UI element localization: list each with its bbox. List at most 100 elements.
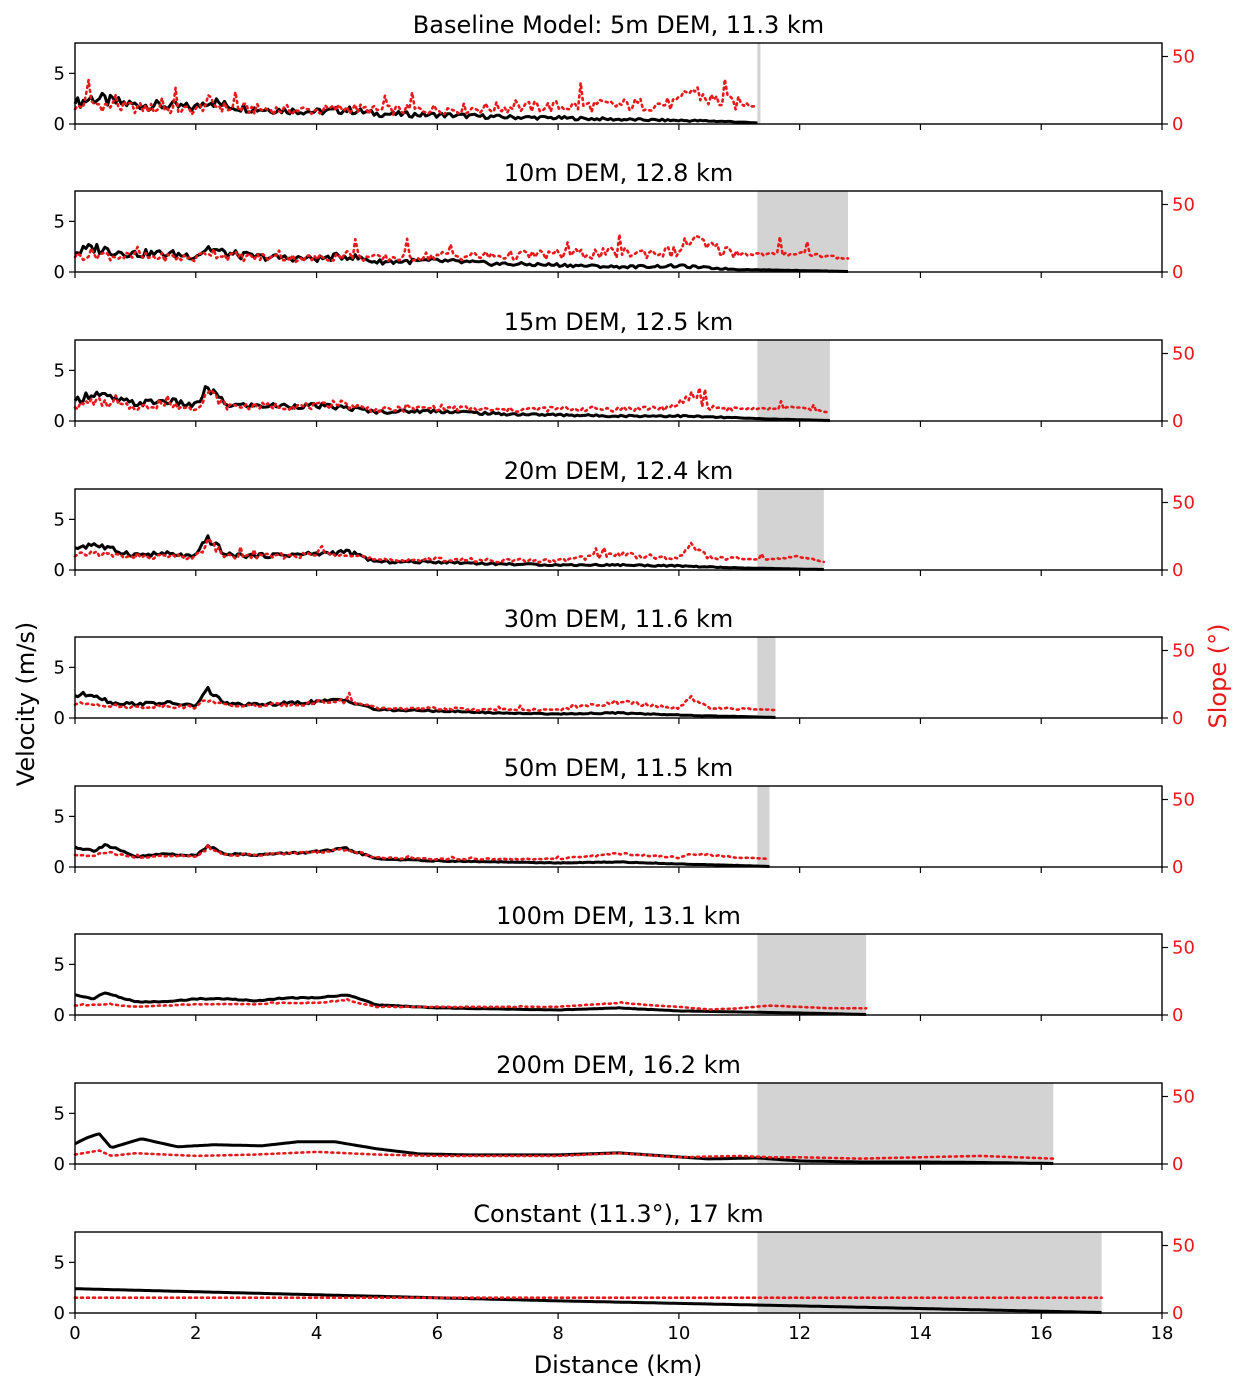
axes-frame [74,488,1163,571]
velocity-series-line [74,1132,1054,1165]
y-tick-label-right: 50 [1172,790,1195,811]
y-tick-label-right: 50 [1172,195,1195,216]
y-tick-label-left: 5 [54,63,65,84]
y-tick-label-right: 50 [1172,641,1195,662]
y-tick-label-right: 50 [1172,493,1195,514]
panel-title: 10m DEM, 12.8 km [504,159,734,187]
x-tick-label: 10 [667,1323,690,1344]
runout-shade [757,43,761,124]
axes-frame [74,1231,1163,1314]
panel-title: 15m DEM, 12.5 km [504,308,734,336]
y-tick-label-left: 0 [54,857,65,878]
y-tick-label-left: 5 [54,954,65,975]
slope-series-line [73,537,826,564]
axes-frame [74,785,1163,868]
velocity-series-line [74,534,824,571]
panel-title: 30m DEM, 11.6 km [504,605,734,633]
velocity-series-line [75,242,848,273]
y-tick-label-left: 0 [54,262,65,283]
x-tick-label: 4 [311,1323,322,1344]
y-tick-label-right: 0 [1172,1303,1183,1324]
y-tick-label-right: 0 [1172,411,1183,432]
y-tick-label-right: 50 [1172,938,1195,959]
y-tick-label-left: 5 [54,806,65,827]
y-tick-label-right: 50 [1172,1087,1195,1108]
slope-series-line [73,233,850,264]
y-tick-label-left: 5 [54,1103,65,1124]
runout-shade [757,934,867,1015]
axes-frame [74,339,1163,422]
panel-9: Constant (11.3°), 17 km0 2 4 6 8 10 12 14 16 1805… [54,1200,1195,1344]
y-tick-label-left: 0 [54,1303,65,1324]
x-tick-label: 0 [69,1323,80,1344]
y-tick-label-right: 0 [1172,114,1183,135]
y-tick-label-right: 0 [1172,1005,1183,1026]
axes-frame [74,933,1163,1016]
y-tick-label-right: 0 [1172,262,1183,283]
y-axis-label-slope: Slope (°) [1204,624,1232,729]
y-tick-label-left: 5 [54,211,65,232]
slope-series-line [73,78,759,116]
velocity-series-line [73,385,830,422]
y-tick-label-left: 0 [54,1154,65,1175]
y-tick-label-left: 0 [54,708,65,729]
panel-title: 20m DEM, 12.4 km [504,457,734,485]
y-tick-label-left: 0 [54,560,65,581]
x-tick-label: 14 [909,1323,932,1344]
x-tick-label: 8 [552,1323,563,1344]
velocity-series-line [74,685,776,719]
y-tick-label-left: 5 [54,657,65,678]
x-tick-label: 2 [190,1323,201,1344]
y-tick-label-left: 0 [54,1005,65,1026]
runout-shade [757,786,770,867]
y-tick-label-right: 0 [1172,560,1183,581]
panel-title: 50m DEM, 11.5 km [504,754,734,782]
y-tick-label-right: 50 [1172,47,1195,68]
slope-series-line [73,997,868,1011]
y-tick-label-left: 5 [54,509,65,530]
slope-series-line [73,1149,1055,1160]
velocity-series-line [73,91,758,125]
y-tick-label-left: 0 [54,411,65,432]
panel-title: 200m DEM, 16.2 km [496,1051,741,1079]
y-tick-label-left: 5 [54,1252,65,1273]
panel-title: 100m DEM, 13.1 km [496,902,741,930]
panel-title: Baseline Model: 5m DEM, 11.3 km [413,11,824,39]
runout-shade [757,1083,1054,1164]
y-tick-label-right: 50 [1172,344,1195,365]
x-tick-label: 16 [1030,1323,1053,1344]
axes-frame [74,190,1163,273]
x-axis-label-distance: Distance (km) [534,1351,703,1379]
y-tick-label-left: 0 [54,114,65,135]
runout-shade [757,1232,1102,1313]
runout-shade [757,191,848,272]
runout-shade [757,637,776,718]
slope-series-line [73,691,777,713]
y-tick-label-left: 5 [54,360,65,381]
axes-frame [74,1082,1163,1165]
slope-series-line [73,843,771,861]
slope-series-line [73,386,832,415]
velocity-series-line [74,1287,1102,1314]
velocity-series-line [74,991,867,1016]
x-tick-label: 12 [788,1323,811,1344]
y-tick-label-right: 0 [1172,708,1183,729]
y-tick-label-right: 0 [1172,1154,1183,1175]
x-tick-label: 18 [1151,1323,1174,1344]
axes-frame [74,636,1163,719]
x-tick-label: 6 [432,1323,443,1344]
y-tick-label-right: 50 [1172,1236,1195,1257]
panel-title: Constant (11.3°), 17 km [473,1200,763,1228]
axes-frame [74,42,1163,125]
y-tick-label-right: 0 [1172,857,1183,878]
y-axis-label-velocity: Velocity (m/s) [12,622,40,786]
